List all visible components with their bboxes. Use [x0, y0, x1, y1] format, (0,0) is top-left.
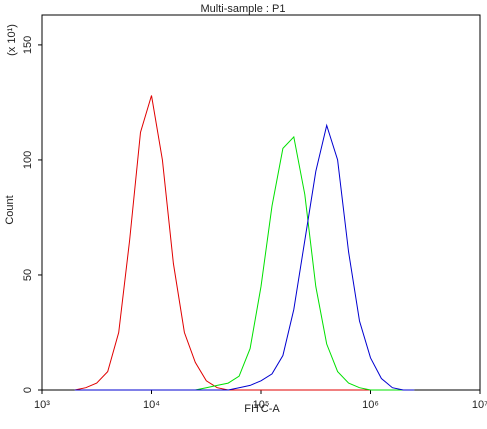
y-tick-label: 0 — [22, 387, 34, 393]
x-axis-label: FITC-A — [244, 403, 280, 415]
histogram-line — [74, 135, 415, 391]
x-tick-label: 10⁴ — [143, 399, 160, 411]
x-tick-label: 10⁷ — [472, 399, 487, 411]
y-axis-label: Count — [4, 195, 16, 224]
plot-frame — [41, 14, 481, 391]
x-tick-label: 10³ — [34, 399, 50, 411]
chart-title: Multi-sample : P1 — [201, 3, 286, 15]
y-tick-label: 150 — [22, 36, 34, 54]
y-multiplier: (x 10¹) — [6, 24, 18, 56]
histogram-line — [74, 123, 415, 391]
x-tick-label: 10⁵ — [253, 399, 270, 411]
histogram-line — [74, 95, 415, 391]
y-tick-label: 100 — [22, 151, 34, 169]
x-tick-label: 10⁶ — [362, 399, 379, 411]
y-tick-label: 50 — [22, 269, 34, 281]
